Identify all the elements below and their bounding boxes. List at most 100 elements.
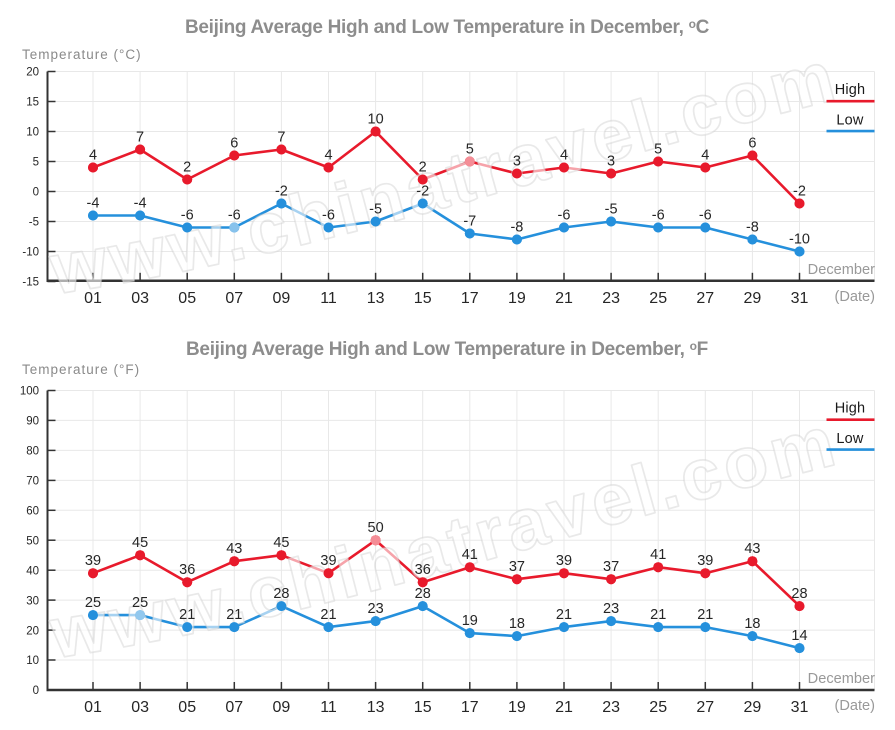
- svg-text:-6: -6: [322, 208, 335, 224]
- svg-text:High: High: [835, 82, 866, 98]
- svg-text:-6: -6: [699, 208, 712, 224]
- svg-text:05: 05: [178, 290, 196, 307]
- svg-text:Temperature (°F): Temperature (°F): [22, 362, 140, 377]
- svg-text:-6: -6: [652, 208, 665, 224]
- svg-text:-6: -6: [228, 208, 241, 224]
- svg-text:-4: -4: [87, 196, 100, 212]
- svg-text:41: 41: [650, 547, 666, 563]
- svg-text:21: 21: [650, 607, 666, 623]
- svg-text:14: 14: [791, 628, 807, 644]
- svg-text:0: 0: [33, 685, 39, 697]
- svg-text:25: 25: [85, 595, 101, 611]
- svg-text:-2: -2: [275, 184, 288, 200]
- svg-text:4: 4: [701, 148, 709, 164]
- svg-text:23: 23: [602, 290, 620, 307]
- svg-text:7: 7: [136, 130, 144, 146]
- svg-text:December: December: [808, 262, 875, 278]
- svg-text:3: 3: [607, 154, 615, 170]
- svg-text:36: 36: [179, 562, 195, 578]
- svg-text:43: 43: [744, 541, 760, 557]
- svg-text:-2: -2: [416, 184, 429, 200]
- svg-text:-6: -6: [558, 208, 571, 224]
- svg-text:21: 21: [179, 607, 195, 623]
- svg-text:28: 28: [415, 586, 431, 602]
- svg-text:23: 23: [368, 601, 384, 617]
- svg-text:37: 37: [603, 559, 619, 575]
- svg-text:7: 7: [277, 130, 285, 146]
- svg-text:60: 60: [26, 506, 39, 518]
- svg-text:Low: Low: [836, 113, 864, 129]
- svg-text:-5: -5: [369, 202, 382, 218]
- svg-text:High: High: [835, 401, 866, 417]
- svg-text:-8: -8: [510, 220, 523, 236]
- svg-text:28: 28: [791, 586, 807, 602]
- svg-text:-5: -5: [29, 217, 39, 229]
- svg-text:17: 17: [461, 290, 479, 307]
- svg-text:5: 5: [33, 157, 39, 169]
- svg-text:Beijing Average High and Low T: Beijing Average High and Low Temperature…: [186, 339, 708, 360]
- svg-text:20: 20: [26, 67, 39, 79]
- svg-text:-4: -4: [134, 196, 147, 212]
- svg-text:21: 21: [226, 607, 242, 623]
- svg-text:39: 39: [320, 553, 336, 569]
- svg-text:41: 41: [462, 547, 478, 563]
- svg-text:07: 07: [225, 699, 243, 716]
- svg-text:-10: -10: [789, 232, 810, 248]
- svg-text:20: 20: [26, 625, 39, 637]
- svg-text:70: 70: [26, 476, 39, 488]
- svg-text:39: 39: [85, 553, 101, 569]
- svg-text:December: December: [808, 671, 875, 687]
- svg-text:13: 13: [367, 699, 385, 716]
- svg-text:21: 21: [555, 699, 573, 716]
- svg-text:07: 07: [225, 290, 243, 307]
- svg-text:6: 6: [748, 136, 756, 152]
- svg-text:21: 21: [320, 607, 336, 623]
- svg-text:15: 15: [414, 290, 432, 307]
- svg-text:15: 15: [414, 699, 432, 716]
- svg-text:25: 25: [649, 290, 667, 307]
- svg-text:(Date): (Date): [834, 698, 875, 714]
- svg-text:-2: -2: [793, 184, 806, 200]
- svg-text:0: 0: [33, 187, 39, 199]
- svg-text:01: 01: [84, 290, 102, 307]
- svg-text:5: 5: [466, 142, 474, 158]
- svg-text:25: 25: [132, 595, 148, 611]
- svg-text:(Date): (Date): [834, 289, 875, 305]
- svg-text:5: 5: [654, 142, 662, 158]
- svg-text:21: 21: [697, 607, 713, 623]
- svg-text:29: 29: [744, 699, 762, 716]
- svg-text:05: 05: [178, 699, 196, 716]
- svg-text:18: 18: [744, 616, 760, 632]
- svg-text:-5: -5: [605, 202, 618, 218]
- svg-text:25: 25: [649, 699, 667, 716]
- svg-text:29: 29: [744, 290, 762, 307]
- svg-text:18: 18: [509, 616, 525, 632]
- svg-text:37: 37: [509, 559, 525, 575]
- svg-text:Low: Low: [836, 431, 864, 447]
- svg-text:36: 36: [415, 562, 431, 578]
- svg-text:100: 100: [20, 386, 39, 398]
- svg-text:21: 21: [555, 290, 573, 307]
- svg-text:90: 90: [26, 416, 39, 428]
- svg-text:Beijing Average High and Low T: Beijing Average High and Low Temperature…: [185, 17, 710, 38]
- svg-text:19: 19: [508, 699, 526, 716]
- svg-text:2: 2: [183, 160, 191, 176]
- svg-text:39: 39: [556, 553, 572, 569]
- svg-text:3: 3: [513, 154, 521, 170]
- svg-text:03: 03: [131, 699, 149, 716]
- svg-text:45: 45: [273, 535, 289, 551]
- svg-text:2: 2: [419, 160, 427, 176]
- svg-text:27: 27: [696, 699, 714, 716]
- svg-text:-15: -15: [22, 277, 39, 289]
- svg-text:19: 19: [462, 613, 478, 629]
- svg-text:23: 23: [603, 601, 619, 617]
- svg-text:45: 45: [132, 535, 148, 551]
- svg-text:-10: -10: [22, 247, 39, 259]
- svg-text:4: 4: [89, 148, 97, 164]
- svg-text:15: 15: [26, 97, 39, 109]
- svg-text:-8: -8: [746, 220, 759, 236]
- svg-text:6: 6: [230, 136, 238, 152]
- svg-text:01: 01: [84, 699, 102, 716]
- svg-text:31: 31: [791, 699, 809, 716]
- svg-text:31: 31: [791, 290, 809, 307]
